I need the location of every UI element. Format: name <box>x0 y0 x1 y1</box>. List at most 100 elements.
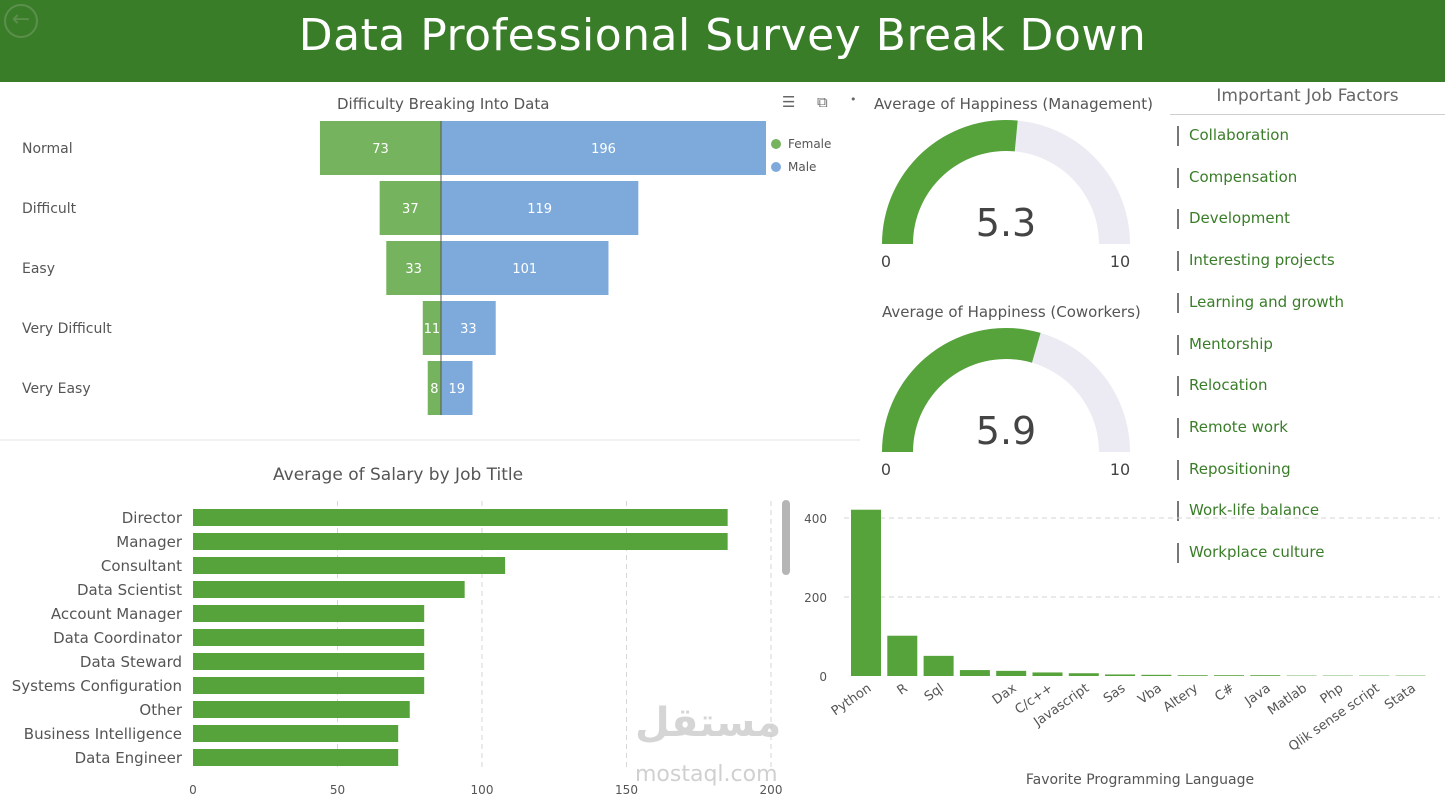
category-label: Easy <box>22 261 55 277</box>
job-title-label: Data Engineer <box>75 749 183 767</box>
salary-bar <box>193 605 425 622</box>
legend-marker <box>771 139 781 149</box>
gauge-fill <box>882 328 1041 452</box>
job-factor-item[interactable]: Development <box>1177 209 1290 230</box>
job-factor-item[interactable]: Mentorship <box>1177 334 1273 355</box>
job-title-label: Data Scientist <box>77 581 182 599</box>
language-bar <box>1214 675 1244 676</box>
salary-chart: 0 50 100 150 200 Director Manager Consultant Dat… <box>12 500 790 797</box>
male-data-label: 33 <box>460 322 477 337</box>
gauge-min-label: 0 <box>881 252 891 271</box>
salary-bar <box>193 677 425 694</box>
gauge-fill <box>882 119 1018 244</box>
legend-marker <box>771 162 781 172</box>
job-factor-item[interactable]: Interesting projects <box>1177 251 1335 272</box>
female-bar <box>427 361 441 415</box>
job-title-label: Director <box>122 509 183 527</box>
gauge-max-label: 10 <box>1110 252 1130 271</box>
job-factors-title: Important Job Factors <box>1170 86 1445 115</box>
gauge-min-label: 0 <box>881 460 891 479</box>
salary-bar <box>193 701 410 718</box>
difficulty-chart: Normal 73 196 Difficult 37 119 Easy 33 101 Very D… <box>0 121 860 441</box>
job-title-label: Consultant <box>101 557 182 575</box>
salary-bar <box>193 533 728 550</box>
language-bar <box>1105 674 1136 676</box>
female-data-label: 8 <box>430 382 438 397</box>
female-data-label: 37 <box>402 202 419 217</box>
focus-mode-icon[interactable]: ⧉ <box>817 93 828 111</box>
job-factor-item[interactable]: Collaboration <box>1177 126 1289 146</box>
male-bar <box>441 181 639 235</box>
gauge-management-title: Average of Happiness (Management) <box>874 95 1153 113</box>
male-bar <box>441 121 766 175</box>
language-bar <box>923 655 954 676</box>
difficulty-chart-title: Difficulty Breaking Into Data <box>337 95 550 113</box>
watermark-logo: مستقل <box>635 700 781 746</box>
salary-bar <box>193 629 425 646</box>
female-data-label: 11 <box>424 322 441 337</box>
job-factor-item[interactable]: Compensation <box>1177 167 1297 188</box>
male-bar <box>441 241 609 295</box>
x-tick-label: Sas <box>1101 681 1129 707</box>
job-factor-item[interactable]: Workplace culture <box>1177 543 1324 563</box>
language-bar <box>851 509 881 676</box>
x-tick-label: Altery <box>1161 681 1202 716</box>
salary-bar <box>193 557 506 574</box>
filter-icon[interactable]: ☰ <box>782 93 796 111</box>
gauge-value: 5.3 <box>976 201 1036 245</box>
x-tick-label: C# <box>1212 681 1237 705</box>
male-data-label: 196 <box>591 142 616 157</box>
salary-chart-title: Average of Salary by Job Title <box>273 465 524 485</box>
legend-label: Male <box>788 160 816 174</box>
job-title-label: Data Steward <box>80 653 182 671</box>
female-bar <box>319 121 441 175</box>
job-factor-item[interactable]: Work-life balance <box>1177 501 1319 522</box>
back-arrow-icon[interactable]: ← <box>4 4 38 38</box>
job-factor-item[interactable]: Remote work <box>1177 417 1288 438</box>
more-options-icon[interactable]: • <box>850 93 857 106</box>
gauge-max-label: 10 <box>1110 460 1130 479</box>
x-tick-label: 150 <box>615 783 638 797</box>
job-factor-item[interactable]: Repositioning <box>1177 459 1291 480</box>
x-tick-label: 0 <box>189 783 197 797</box>
y-tick-label: 200 <box>804 591 827 605</box>
gauge-management: 5.3 0 10 <box>881 119 1130 271</box>
language-bar <box>1068 673 1099 676</box>
x-tick-label: 100 <box>471 783 494 797</box>
language-bar <box>996 670 1027 676</box>
language-bar <box>1032 672 1063 676</box>
female-bar <box>386 241 441 295</box>
male-data-label: 119 <box>527 202 552 217</box>
salary-bar <box>193 725 399 742</box>
legend-label: Female <box>788 137 831 151</box>
gauge-coworkers-title: Average of Happiness (Coworkers) <box>882 303 1141 321</box>
x-tick-label: Stata <box>1382 681 1419 713</box>
x-axis-title: Favorite Programming Language <box>1026 772 1254 788</box>
category-label: Very Easy <box>22 381 91 397</box>
scrollbar-thumb[interactable] <box>782 500 790 575</box>
watermark-text: مستقل <box>635 700 782 746</box>
language-bar <box>1177 675 1208 676</box>
x-tick-label: 200 <box>760 783 783 797</box>
male-bar <box>441 361 473 415</box>
female-bar <box>379 181 441 235</box>
job-title-label: Other <box>139 701 182 719</box>
female-bar <box>422 301 441 355</box>
male-data-label: 19 <box>448 382 465 397</box>
female-data-label: 33 <box>405 262 422 277</box>
category-label: Normal <box>22 141 73 157</box>
job-factor-item[interactable]: Relocation <box>1177 376 1268 397</box>
salary-bar <box>193 653 425 670</box>
x-tick-label: 50 <box>330 783 345 797</box>
female-data-label: 73 <box>372 142 389 157</box>
category-label: Difficult <box>22 201 77 217</box>
male-bar <box>441 301 496 355</box>
job-factor-item[interactable]: Learning and growth <box>1177 292 1344 313</box>
x-tick-label: Python <box>829 681 875 719</box>
job-title-label: Manager <box>116 533 183 551</box>
job-title-label: Systems Configuration <box>12 677 182 695</box>
language-bar <box>959 670 990 676</box>
salary-bar <box>193 509 728 526</box>
y-tick-label: 400 <box>804 512 827 526</box>
watermark-subtext: mostaql.com <box>635 762 778 787</box>
